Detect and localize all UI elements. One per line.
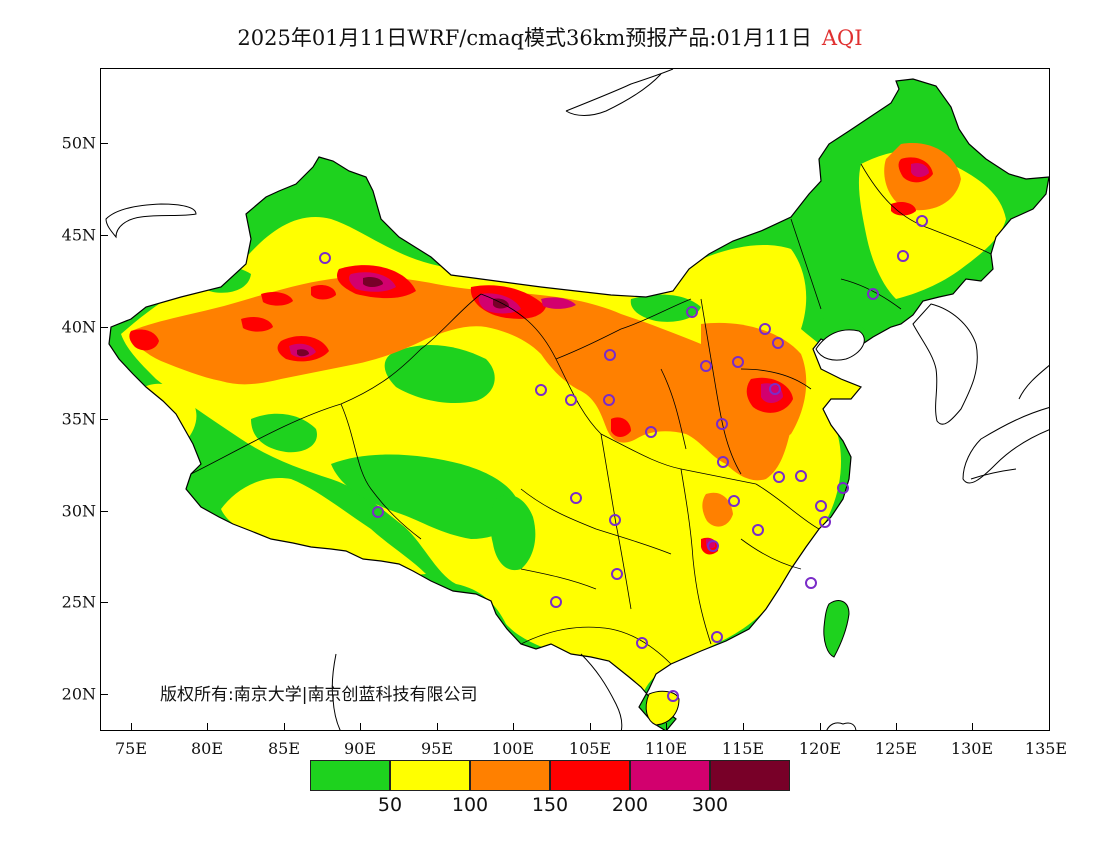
station-marker: [752, 524, 764, 536]
x-tick-label: 135E: [1024, 739, 1068, 758]
x-tick-label: 75E: [114, 739, 148, 758]
legend-swatch-heavy: [630, 760, 710, 791]
station-marker: [707, 540, 719, 552]
legend-label: 150: [531, 794, 569, 816]
station-marker: [319, 252, 331, 264]
x-tick-label: 110E: [644, 739, 688, 758]
station-marker: [667, 690, 679, 702]
x-tick-mark: [513, 723, 514, 731]
station-marker: [711, 631, 723, 643]
station-marker: [772, 337, 784, 349]
station-marker: [916, 215, 928, 227]
station-marker: [686, 306, 698, 318]
x-tick-label: 125E: [874, 739, 918, 758]
x-tick-label: 115E: [721, 739, 765, 758]
station-marker: [769, 383, 781, 395]
legend-swatch-light: [470, 760, 550, 791]
x-tick-mark: [131, 723, 132, 731]
y-tick-label: 45N: [61, 225, 96, 245]
legend-swatch-medium: [550, 760, 630, 791]
station-marker: [805, 577, 817, 589]
station-marker: [732, 356, 744, 368]
y-tick-label: 35N: [61, 409, 96, 429]
x-tick-mark: [590, 723, 591, 731]
station-marker: [815, 500, 827, 512]
x-tick-label: 105E: [568, 739, 612, 758]
station-marker: [837, 482, 849, 494]
x-tick-label: 85E: [267, 739, 301, 758]
x-tick-mark: [207, 723, 208, 731]
y-tick-label: 40N: [61, 317, 96, 337]
map-title: 2025年01月11日WRF/cmaq模式36km预报产品:01月11日 AQI: [0, 22, 1100, 52]
station-marker: [611, 568, 623, 580]
x-tick-mark: [437, 723, 438, 731]
legend-label: 50: [377, 794, 403, 816]
station-marker: [716, 418, 728, 430]
x-tick-mark: [743, 723, 744, 731]
y-tick-label: 20N: [61, 684, 96, 704]
legend-swatch-moderate: [390, 760, 470, 791]
station-marker: [819, 516, 831, 528]
legend-swatch-severe: [710, 760, 790, 791]
station-marker: [609, 514, 621, 526]
legend-swatch-good: [310, 760, 390, 791]
station-marker: [645, 426, 657, 438]
aqi-map: [100, 68, 1050, 731]
x-tick-label: 130E: [950, 739, 994, 758]
y-tick-label: 30N: [61, 501, 96, 521]
y-tick-mark: [100, 143, 108, 144]
y-tick-mark: [100, 602, 108, 603]
y-tick-mark: [100, 694, 108, 695]
aqi-map-svg: [105, 69, 1049, 730]
y-tick-mark: [100, 235, 108, 236]
x-tick-mark: [820, 723, 821, 731]
station-marker: [700, 360, 712, 372]
x-tick-label: 90E: [343, 739, 377, 758]
x-tick-mark: [284, 723, 285, 731]
station-marker: [603, 394, 615, 406]
legend-label: 100: [451, 794, 489, 816]
station-marker: [867, 288, 879, 300]
copyright-notice: 版权所有:南京大学|南京创蓝科技有限公司: [160, 685, 478, 705]
x-tick-mark: [896, 723, 897, 731]
station-marker: [773, 471, 785, 483]
legend-label: 200: [611, 794, 649, 816]
x-tick-label: 100E: [491, 739, 535, 758]
y-tick-label: 50N: [61, 133, 96, 153]
station-marker: [565, 394, 577, 406]
x-tick-mark: [360, 723, 361, 731]
x-tick-label: 80E: [190, 739, 224, 758]
aqi-legend: [310, 760, 790, 791]
station-marker: [570, 492, 582, 504]
station-marker: [728, 495, 740, 507]
station-marker: [636, 637, 648, 649]
x-tick-label: 120E: [798, 739, 842, 758]
y-tick-mark: [100, 327, 108, 328]
title-main: 2025年01月11日WRF/cmaq模式36km预报产品:01月11日: [237, 26, 812, 50]
station-marker: [897, 250, 909, 262]
y-tick-mark: [100, 511, 108, 512]
station-marker: [795, 470, 807, 482]
station-marker: [372, 506, 384, 518]
title-variable: AQI: [821, 26, 863, 50]
y-tick-label: 25N: [61, 592, 96, 612]
station-marker: [717, 456, 729, 468]
station-marker: [550, 596, 562, 608]
station-marker: [604, 349, 616, 361]
y-tick-mark: [100, 419, 108, 420]
station-marker: [535, 384, 547, 396]
x-tick-mark: [972, 723, 973, 731]
legend-label: 300: [691, 794, 729, 816]
x-tick-mark: [666, 723, 667, 731]
x-tick-label: 95E: [420, 739, 454, 758]
station-marker: [759, 323, 771, 335]
